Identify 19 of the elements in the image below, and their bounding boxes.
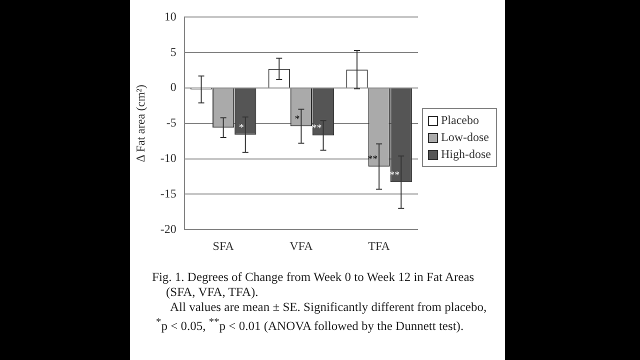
y-tick-label: -15: [160, 186, 176, 200]
y-tick-label: 5: [170, 44, 176, 59]
y-axis-title: Δ Fat area (cm²): [133, 84, 148, 162]
x-tick-label: TFA: [368, 238, 390, 253]
y-tick-label: 10: [164, 9, 176, 24]
legend-label: Low-dose: [441, 129, 489, 146]
y-tick-label: 0: [170, 80, 176, 94]
data-label: *: [294, 114, 300, 125]
text: All values are mean ± SE. Significantly different from placebo, $^{*}$p < 0.05, $^{**}$p < 0.01 (ANOVA followed by the Dunnett test).: [155, 300, 488, 334]
legend-label: High-dose: [441, 146, 491, 163]
y-tick-label: -20: [160, 222, 176, 236]
text: Placebo: [441, 112, 479, 129]
x-tick-label: VFA: [290, 238, 314, 253]
data-label: *: [238, 122, 244, 134]
x-tick-label: SFA: [212, 238, 234, 253]
data-label: **: [312, 123, 322, 134]
y-tick-label: -10: [160, 150, 176, 165]
text: Fig. 1. Degrees of Change from Week 0 to Week 12 in Fat Areas (SFA, VFA, TFA).: [152, 270, 476, 300]
y-tick-label: -5: [166, 116, 176, 130]
